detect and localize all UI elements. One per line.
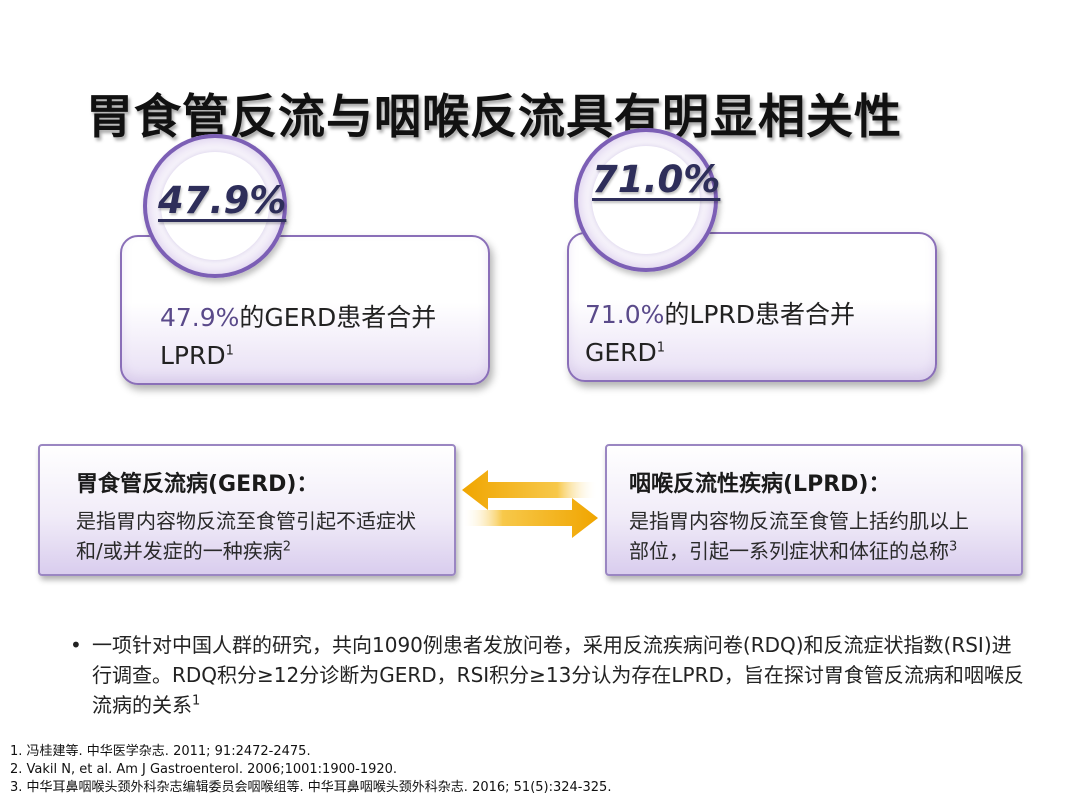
- definition-line2: 和/或并发症的一种疾病: [76, 539, 283, 563]
- bidirectional-arrows-icon: [462, 470, 598, 538]
- citation-superscript: 2: [282, 539, 292, 555]
- definition-title: 咽喉反流性疾病(LPRD)：: [629, 472, 891, 497]
- definition-box-gerd: 胃食管反流病(GERD)： 是指胃内容物反流至食管引起不适症状 和/或并发症的一…: [38, 444, 456, 576]
- citation-superscript: 1: [225, 343, 234, 359]
- percent-badge-lprd: 71.0%: [574, 128, 721, 272]
- stat-percent: 47.9%: [160, 303, 240, 332]
- bullet-dot-icon: •: [70, 633, 82, 657]
- stat-description: 的GERD患者合并: [239, 303, 437, 332]
- badge-value: 47.9%: [158, 179, 287, 222]
- reference-item: 1. 冯桂建等. 中华医学杂志. 2011; 91:2472-2475.: [10, 744, 311, 759]
- citation-superscript: 1: [656, 340, 666, 356]
- citation-superscript: 1: [192, 693, 201, 709]
- stat-description: 的LPRD患者合并: [664, 300, 856, 329]
- references: 1. 冯桂建等. 中华医学杂志. 2011; 91:2472-2475. 2. …: [10, 743, 611, 797]
- reference-item: 3. 中华耳鼻咽喉头颈外科杂志编辑委员会咽喉组等. 中华耳鼻咽喉头颈外科杂志. …: [10, 780, 612, 795]
- stat-text-lprd: 71.0%的LPRD患者合并 GERD1: [585, 296, 925, 372]
- definition-body: 是指胃内容物反流至食管引起不适症状 和/或并发症的一种疾病2: [76, 506, 446, 566]
- bullet-body: 一项针对中国人群的研究，共向1090例患者发放问卷，采用反流疾病问卷(RDQ)和…: [92, 633, 1024, 717]
- percent-badge-gerd: 47.9%: [143, 134, 287, 278]
- badge-value: 71.0%: [592, 158, 721, 201]
- definition-line1: 是指胃内容物反流至食管上括约肌以上: [629, 509, 969, 533]
- badge-inner-circle: [161, 152, 269, 260]
- definition-body: 是指胃内容物反流至食管上括约肌以上 部位，引起一系列症状和体征的总称3: [629, 506, 1014, 566]
- reference-item: 2. Vakil N, et al. Am J Gastroenterol. 2…: [10, 762, 398, 777]
- badge-inner-circle: [592, 146, 700, 254]
- bullet-text: 一项针对中国人群的研究，共向1090例患者发放问卷，采用反流疾病问卷(RDQ)和…: [92, 630, 1030, 720]
- definition-box-lprd: 咽喉反流性疾病(LPRD)： 是指胃内容物反流至食管上括约肌以上 部位，引起一系…: [605, 444, 1023, 576]
- stat-description-line2: LPRD: [160, 341, 226, 370]
- definition-line2: 部位，引起一系列症状和体征的总称: [629, 539, 949, 563]
- stat-card-lprd: 71.0%的LPRD患者合并 GERD1: [567, 232, 937, 382]
- citation-superscript: 3: [949, 539, 958, 555]
- study-bullet: • 一项针对中国人群的研究，共向1090例患者发放问卷，采用反流疾病问卷(RDQ…: [70, 630, 1030, 720]
- definition-title: 胃食管反流病(GERD)：: [76, 472, 319, 497]
- stat-text-gerd: 47.9%的GERD患者合并 LPRD1: [160, 299, 480, 375]
- definition-line1: 是指胃内容物反流至食管引起不适症状: [76, 509, 416, 533]
- stat-percent: 71.0%: [585, 300, 665, 329]
- stat-description-line2: GERD: [585, 338, 657, 367]
